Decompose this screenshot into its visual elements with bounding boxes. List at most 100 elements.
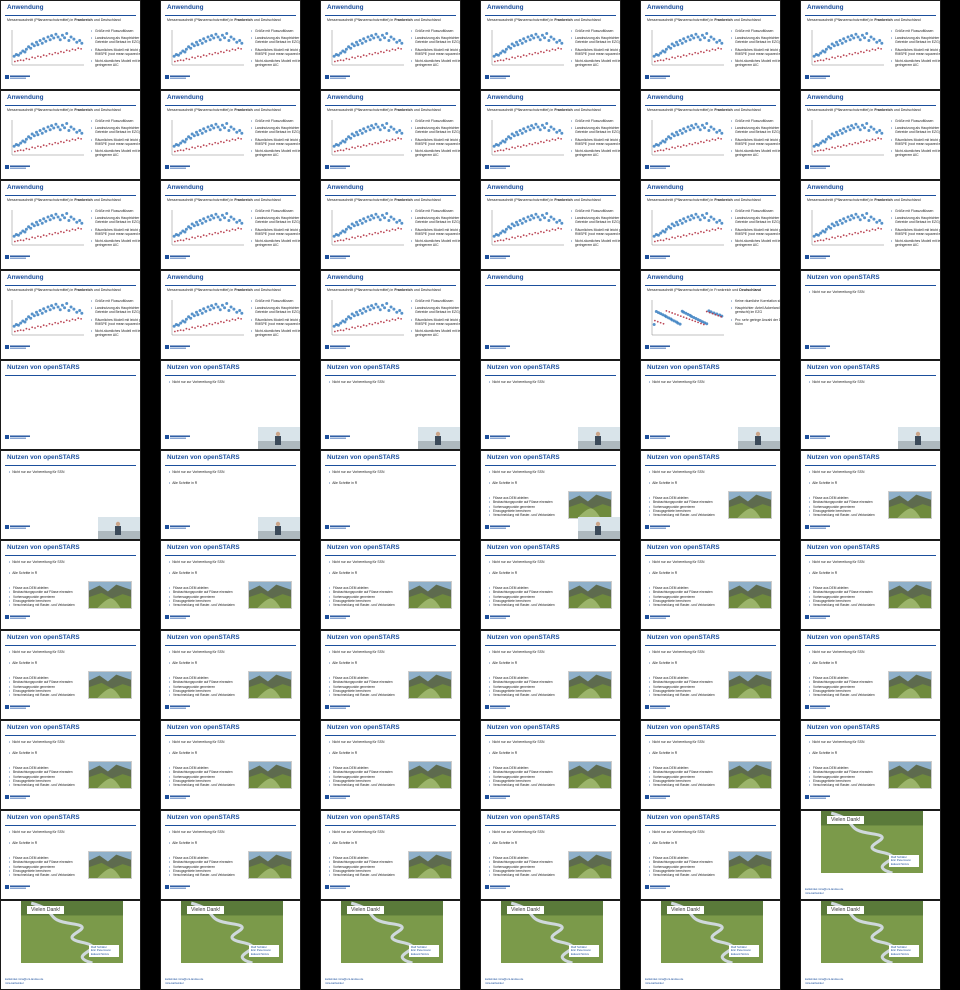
slide-thumbnail[interactable]: Nutzen von openSTARSNicht nur zur Vorber… — [320, 630, 461, 720]
bullet-item: Größe mit Flusszuflüssen — [251, 29, 300, 33]
data-point-s0-12 — [196, 313, 200, 317]
data-point-s0-0 — [812, 234, 816, 238]
slide-thumbnail[interactable]: Nutzen von openSTARSNicht nur zur Vorber… — [640, 450, 781, 540]
slide-thumbnail[interactable]: Anwendung Messerauschnitt (Pflanzenschutz… — [160, 90, 301, 180]
slide-subtitle: Messerauschnitt (Pflanzenschutzmittel) i… — [7, 108, 121, 112]
slide-thumbnail[interactable]: Anwendung Messerauschnitt (Pflanzenschutz… — [320, 90, 461, 180]
slide-thumbnail[interactable]: Anwendung Messerauschnitt (Pflanzenschutz… — [800, 0, 941, 90]
step-item: Vorhersagepunkte generieren — [9, 865, 85, 870]
slide-thumbnail[interactable]: Nutzen von openSTARSNicht nur zur Vorber… — [480, 810, 621, 900]
data-point-s0-8 — [349, 136, 353, 140]
slide-thumbnail[interactable]: Anwendung Messerauschnitt (Pflanzenschutz… — [480, 90, 621, 180]
data-point-s1-21 — [554, 49, 557, 51]
data-point-s0-20 — [212, 216, 216, 220]
slide-thumbnail[interactable]: Nutzen von openSTARSNicht nur zur Vorber… — [0, 630, 141, 720]
slide-thumbnail[interactable]: Nutzen von openSTARSNicht nur zur Vorber… — [800, 630, 941, 720]
slide-thumbnail[interactable]: Nutzen von openSTARSNicht nur zur Vorber… — [160, 630, 301, 720]
slide-thumbnail[interactable]: Nutzen von openSTARSNicht nur zur Vorber… — [800, 720, 941, 810]
slide-thumbnail[interactable]: Vielen Dank! Ralf Schäfer Eric Petermann Ed… — [800, 810, 941, 900]
slide-thumbnail[interactable]: Anwendung Messerauschnitt (Pflanzenschutz… — [320, 270, 461, 360]
slide-thumbnail[interactable]: Anwendung Messerauschnitt (Pflanzenschutz… — [0, 270, 141, 360]
step-item: Beobachtungspunkte auf Flüsse einrasten — [489, 680, 565, 685]
slide-thumbnail[interactable]: Nutzen von openSTARSNicht nur zur Vorber… — [640, 630, 781, 720]
slide-thumbnail[interactable]: Anwendung Messerauschnitt (Pflanzenschutz… — [320, 0, 461, 90]
slide-thumbnail[interactable]: Vielen Dank! Ralf Schäfer Eric Petermann Ed… — [640, 900, 781, 990]
data-point-s0-14 — [520, 221, 524, 225]
university-logo — [485, 428, 511, 446]
slide-thumbnail[interactable]: Anwendung — [480, 270, 621, 360]
slide-thumbnail[interactable]: Nutzen von openSTARSNicht nur zur Vorber… — [640, 810, 781, 900]
step-item: Vorhersagepunkte generieren — [9, 775, 85, 780]
slide-thumbnail[interactable]: Nutzen von openSTARSNicht nur zur Vorber… — [160, 360, 301, 450]
slide-thumbnail[interactable]: Nutzen von openSTARSNicht nur zur Vorber… — [480, 720, 621, 810]
slide-thumbnail[interactable]: Nutzen von openSTARSNicht nur zur Vorber… — [640, 540, 781, 630]
slide-thumbnail[interactable]: Anwendung Messerauschnitt (Pflanzenschutz… — [0, 90, 141, 180]
slide-thumbnail[interactable]: Nutzen von openSTARSNicht nur zur Vorber… — [640, 720, 781, 810]
slide-title: Anwendung — [167, 4, 204, 11]
slide-thumbnail[interactable]: Anwendung Messerauschnitt (Pflanzenschutz… — [160, 270, 301, 360]
slide-thumbnail[interactable]: Nutzen von openSTARSNicht nur zur Vorber… — [320, 810, 461, 900]
slide-thumbnail[interactable]: Nutzen von openSTARS — [0, 360, 141, 450]
data-point-s1-10 — [202, 144, 205, 147]
contact-line: mira.kattwinkel — [325, 980, 344, 985]
slide-thumbnail[interactable]: Anwendung Messerauschnitt (Pflanzenschutz… — [640, 180, 781, 270]
slide-thumbnail[interactable]: Nutzen von openSTARSNicht nur zur Vorber… — [480, 450, 621, 540]
data-point-s0-10 — [512, 224, 516, 228]
slide-thumbnail[interactable]: Nutzen von openSTARSNicht nur zur Vorber… — [800, 450, 941, 540]
data-point-s0-26 — [865, 32, 869, 35]
title-rule — [165, 375, 296, 376]
slide-thumbnail[interactable]: Nutzen von openSTARSNicht nur zur Vorber… — [800, 270, 941, 360]
slide-thumbnail[interactable]: Nutzen von openSTARSNicht nur zur Vorber… — [160, 540, 301, 630]
slide-thumbnail[interactable]: Anwendung Messerauschnitt (Pflanzenschutz… — [800, 90, 941, 180]
data-point-s0-16 — [44, 219, 48, 223]
data-point-s1-16 — [220, 230, 222, 233]
slide-title: Anwendung — [807, 94, 844, 101]
slide-thumbnail[interactable]: Nutzen von openSTARSNicht nur zur Vorber… — [800, 360, 941, 450]
slide-thumbnail[interactable]: Vielen Dank! Ralf Schäfer Eric Petermann Ed… — [480, 900, 621, 990]
slide-thumbnail[interactable]: Nutzen von openSTARSNicht nur zur Vorber… — [320, 360, 461, 450]
slide-thumbnail[interactable]: Nutzen von openSTARSNicht nur zur Vorber… — [160, 720, 301, 810]
slide-thumbnail[interactable]: Nutzen von openSTARSNicht nur zur Vorber… — [800, 540, 941, 630]
slide-thumbnail[interactable]: Vielen Dank! Ralf Schäfer Eric Petermann Ed… — [0, 900, 141, 990]
slide-thumbnail[interactable]: Anwendung Messerauschnitt (Pflanzenschutz… — [480, 0, 621, 90]
title-rule — [485, 195, 616, 196]
slide-thumbnail[interactable]: Nutzen von openSTARSNicht nur zur Vorber… — [640, 360, 781, 450]
slide-thumbnail[interactable]: Anwendung Messerauschnitt (Pflanzenschutz… — [320, 180, 461, 270]
data-point-s1-8 — [197, 55, 199, 58]
slide-thumbnail[interactable]: Nutzen von openSTARSNicht nur zur Vorber… — [0, 540, 141, 630]
data-point-s1-17 — [542, 141, 545, 144]
bullet-r-steps: Alle Schritte in R — [329, 571, 357, 575]
slide-thumbnail[interactable]: Anwendung Messerauschnitt (Pflanzenschutz… — [640, 90, 781, 180]
slide-thumbnail[interactable]: Anwendung Messerauschnitt (Pflanzenschutz… — [480, 180, 621, 270]
slide-thumbnail[interactable]: Vielen Dank! Ralf Schäfer Eric Petermann Ed… — [320, 900, 461, 990]
slide-thumbnail[interactable]: Nutzen von openSTARSNicht nur zur Vorber… — [480, 360, 621, 450]
slide-thumbnail[interactable]: Vielen Dank! Ralf Schäfer Eric Petermann Ed… — [160, 900, 301, 990]
slide-thumbnail[interactable]: Nutzen von openSTARSNicht nur zur Vorber… — [0, 810, 141, 900]
data-point-s0-31 — [398, 129, 402, 132]
slide-thumbnail[interactable]: Nutzen von openSTARSNicht nur zur Vorber… — [320, 720, 461, 810]
slide-thumbnail[interactable]: Nutzen von openSTARSNicht nur zur Vorber… — [480, 630, 621, 720]
data-point-s0-10 — [192, 134, 196, 138]
slide-thumbnail[interactable]: Nutzen von openSTARSNicht nur zur Vorber… — [160, 450, 301, 540]
slide-thumbnail[interactable]: Nutzen von openSTARSNicht nur zur Vorber… — [0, 450, 141, 540]
slide-thumbnail[interactable]: Anwendung Messerauschnitt (Pflanzenschutz… — [0, 0, 141, 90]
slide-thumbnail[interactable]: Anwendung Messerauschnitt (Pflanzenschutz… — [800, 180, 941, 270]
data-point-s0-17 — [366, 125, 370, 129]
slide-thumbnail[interactable]: Nutzen von openSTARSNicht nur zur Vorber… — [160, 810, 301, 900]
slide-thumbnail[interactable]: Anwendung Messerauschnitt (Pflanzenschutz… — [640, 270, 781, 360]
data-point-s1-19 — [228, 50, 231, 52]
slide-thumbnail[interactable]: Anwendung Messerauschnitt (Pflanzenschutz… — [0, 180, 141, 270]
data-point-s0-27 — [707, 219, 711, 222]
slide-thumbnail[interactable]: Anwendung Messerauschnitt (Pflanzenschutz… — [160, 180, 301, 270]
coauthor-names: Ralf Schäfer Eric Petermann Eduard Szöcs — [569, 945, 599, 957]
data-point-s1-13 — [691, 53, 694, 56]
slide-thumbnail[interactable]: Anwendung Messerauschnitt (Pflanzenschutz… — [160, 0, 301, 90]
data-point-s0-3 — [339, 51, 343, 55]
slide-thumbnail[interactable]: Vielen Dank! Ralf Schäfer Eric Petermann Ed… — [800, 900, 941, 990]
slide-thumbnail[interactable]: Nutzen von openSTARSNicht nur zur Vorber… — [0, 720, 141, 810]
slide-thumbnail[interactable]: Nutzen von openSTARSNicht nur zur Vorber… — [480, 540, 621, 630]
data-point-s1-10 — [202, 324, 205, 327]
slide-thumbnail[interactable]: Anwendung Messerauschnitt (Pflanzenschutz… — [640, 0, 781, 90]
slide-thumbnail[interactable]: Nutzen von openSTARSNicht nur zur Vorber… — [320, 450, 461, 540]
slide-thumbnail[interactable]: Nutzen von openSTARSNicht nur zur Vorber… — [320, 540, 461, 630]
